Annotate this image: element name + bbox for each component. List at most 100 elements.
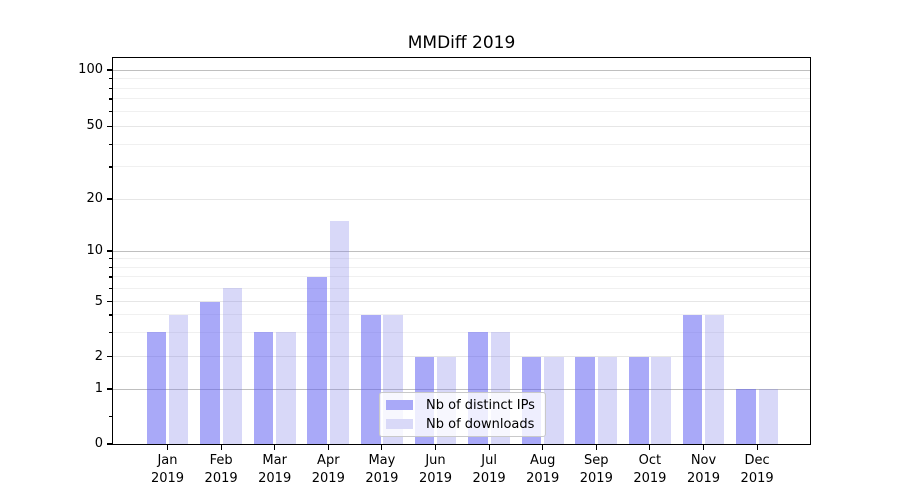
x-tick-label-jul: Jul 2019	[459, 452, 519, 487]
x-label-year: 2019	[150, 470, 185, 486]
x-label-year: 2019	[258, 470, 292, 486]
y-tick-label-10: 10	[86, 243, 103, 258]
x-label-year: 2019	[204, 470, 238, 486]
plot-area	[113, 58, 810, 444]
y-minortick-0.5	[109, 416, 112, 418]
y-tick-20	[106, 198, 112, 200]
bar-ips-dec	[736, 389, 756, 444]
y-tick-label-1: 1	[94, 381, 103, 396]
bar-downloads-dec	[758, 389, 778, 444]
x-tick-label-apr: Apr 2019	[298, 452, 358, 487]
legend: Nb of distinct IPs Nb of downloads	[379, 392, 546, 437]
y-tick-1	[106, 388, 112, 390]
x-tick-feb	[220, 445, 222, 450]
x-tick-mar	[274, 445, 276, 450]
gridline-major-50	[113, 125, 810, 127]
bar-downloads-nov	[704, 314, 725, 444]
x-label-year: 2019	[311, 470, 345, 486]
x-tick-label-aug: Aug 2019	[513, 452, 573, 487]
y-minortick-30	[109, 166, 112, 168]
gridline-minor-7	[113, 276, 810, 278]
x-label-month: Feb	[209, 453, 233, 468]
gridline-major-20	[113, 198, 810, 200]
x-label-month: Sep	[584, 453, 609, 468]
x-tick-label-nov: Nov 2019	[674, 452, 734, 487]
gridline-major-2	[113, 356, 810, 357]
bar-ips-mar	[253, 332, 274, 444]
y-tick-50	[106, 125, 112, 127]
x-tick-nov	[702, 445, 705, 450]
legend-label-downloads: Nb of downloads	[426, 416, 535, 432]
x-label-year: 2019	[472, 470, 506, 486]
y-minortick-60	[109, 110, 112, 113]
x-label-year: 2019	[418, 470, 453, 486]
x-tick-label-jan: Jan 2019	[138, 452, 198, 487]
y-minortick-40	[109, 143, 112, 145]
gridline-minor-80	[113, 87, 810, 89]
gridline-minor-30	[113, 166, 810, 168]
y-minortick-3	[109, 331, 112, 333]
y-tick-100	[106, 69, 112, 71]
y-tick-label-5: 5	[94, 293, 103, 309]
gridline-major-100	[113, 69, 810, 71]
x-tick-may	[381, 445, 383, 450]
legend-label-ips: Nb of distinct IPs	[426, 397, 535, 413]
legend-swatch-downloads	[386, 418, 413, 430]
y-tick-label-2: 2	[94, 348, 103, 364]
bar-ips-apr	[307, 276, 327, 444]
x-tick-dec	[756, 445, 758, 450]
bar-ips-nov	[682, 314, 703, 444]
bar-downloads-jan	[168, 314, 189, 444]
x-label-month: Jan	[157, 453, 178, 468]
y-minortick-90	[109, 78, 112, 80]
y-minortick-4	[109, 314, 112, 316]
x-tick-label-dec: Dec 2019	[727, 452, 787, 487]
x-tick-label-mar: Mar 2019	[245, 452, 305, 487]
y-minortick-7	[109, 276, 112, 278]
x-label-year: 2019	[526, 470, 560, 486]
x-tick-label-oct: Oct 2019	[620, 452, 680, 487]
bar-ips-jan	[146, 332, 167, 444]
x-label-month: Aug	[529, 453, 556, 468]
gridline-major-10	[113, 250, 810, 252]
y-tick-0	[106, 443, 112, 445]
y-minortick-80	[109, 87, 112, 89]
y-tick-label-50: 50	[86, 118, 103, 134]
y-tick-2	[106, 355, 112, 358]
gridline-minor-3	[113, 331, 810, 333]
bar-downloads-aug	[544, 356, 564, 444]
bar-ips-feb	[200, 301, 220, 444]
gridline-major-5	[113, 301, 810, 302]
bar-downloads-oct	[651, 356, 671, 444]
x-label-year: 2019	[740, 470, 774, 486]
x-tick-label-feb: Feb 2019	[191, 452, 251, 487]
x-tick-oct	[649, 445, 651, 450]
gridline-major-1	[113, 388, 810, 390]
x-label-month: Jul	[481, 453, 497, 468]
legend-swatch-ips	[386, 399, 413, 411]
x-tick-label-may: May 2019	[352, 452, 412, 487]
x-tick-jun	[434, 445, 437, 450]
x-tick-label-sep: Sep 2019	[566, 452, 626, 487]
x-label-month: Nov	[690, 453, 717, 468]
x-label-month: Mar	[262, 453, 287, 468]
bar-ips-oct	[629, 356, 649, 444]
bar-ips-sep	[575, 356, 595, 444]
x-label-year: 2019	[365, 470, 399, 486]
x-label-month: Jun	[425, 453, 446, 468]
bar-ips-may	[361, 314, 381, 444]
legend-item-ips: Nb of distinct IPs	[386, 398, 539, 413]
x-tick-apr	[327, 445, 329, 450]
y-minortick-6	[109, 287, 112, 289]
gridline-minor-8	[113, 266, 810, 268]
y-tick-label-0: 0	[94, 436, 103, 451]
x-tick-jul	[488, 445, 490, 450]
x-label-month: Apr	[317, 453, 340, 468]
y-minortick-9	[109, 258, 112, 260]
x-tick-label-jun: Jun 2019	[406, 452, 466, 487]
x-tick-sep	[595, 445, 597, 450]
x-label-year: 2019	[579, 470, 613, 486]
bar-downloads-sep	[597, 356, 618, 444]
x-tick-jan	[166, 445, 169, 450]
